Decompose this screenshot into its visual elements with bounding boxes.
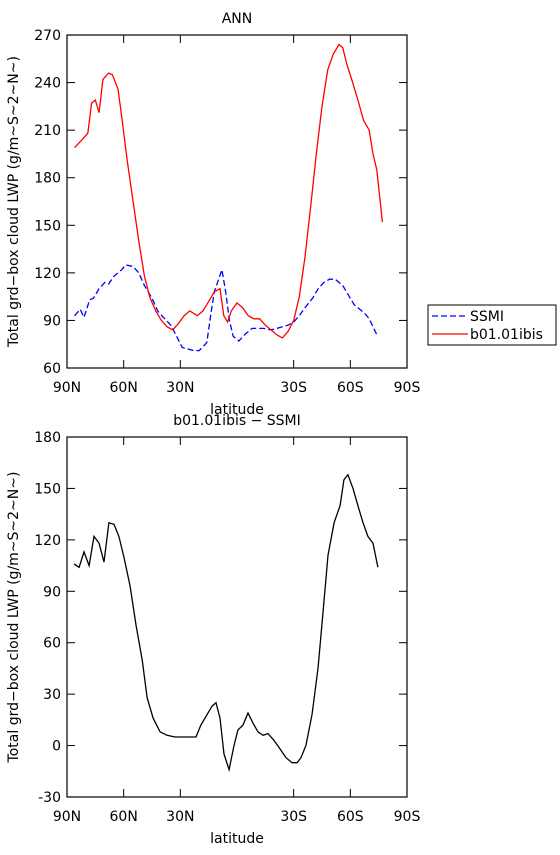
y-tick-label: 240: [34, 76, 61, 92]
y-tick-label: -30: [38, 790, 61, 806]
x-tick-label: 60N: [110, 380, 138, 396]
y-tick-label: 120: [34, 266, 61, 282]
y-tick-label: 90: [43, 313, 61, 329]
data-line: [74, 264, 378, 352]
legend-label: SSMI: [470, 309, 504, 325]
chart-title: b01.01ibis − SSMI: [173, 413, 301, 429]
x-tick-label: 30S: [280, 380, 307, 396]
x-axis-label: latitude: [210, 402, 264, 418]
y-tick-label: 90: [43, 584, 61, 600]
data-line: [74, 43, 384, 339]
y-tick-label: 30: [43, 687, 61, 703]
y-tick-label: 60: [43, 636, 61, 652]
x-tick-label: 60N: [110, 809, 138, 825]
y-tick-label: 120: [34, 533, 61, 549]
plot-frame: [66, 436, 408, 798]
y-tick-label: 60: [43, 361, 61, 377]
legend-box: [427, 304, 557, 346]
legend-label: b01.01ibis: [470, 327, 543, 343]
chart-title: ANN: [222, 11, 253, 27]
x-tick-label: 30N: [166, 380, 194, 396]
y-axis-label: Total grd−box cloud LWP (g/m~S~2~N~): [6, 56, 22, 348]
y-tick-label: 180: [34, 171, 61, 187]
y-axis-label: Total grd−box cloud LWP (g/m~S~2~N~): [6, 472, 22, 764]
y-tick-label: 150: [34, 481, 61, 497]
x-tick-label: 60S: [337, 809, 364, 825]
x-tick-label: 30S: [280, 809, 307, 825]
y-tick-label: 0: [52, 739, 61, 755]
x-tick-label: 90N: [53, 380, 81, 396]
y-tick-label: 150: [34, 218, 61, 234]
y-tick-label: 270: [34, 28, 61, 44]
x-tick-label: 60S: [337, 380, 364, 396]
x-tick-label: 90N: [53, 809, 81, 825]
data-line: [73, 473, 379, 773]
x-tick-label: 30N: [166, 809, 194, 825]
x-axis-label: latitude: [210, 831, 264, 847]
plot-frame: [66, 34, 408, 369]
x-tick-label: 90S: [394, 380, 421, 396]
x-tick-label: 90S: [394, 809, 421, 825]
y-tick-label: 180: [34, 430, 61, 446]
y-tick-label: 210: [34, 123, 61, 139]
